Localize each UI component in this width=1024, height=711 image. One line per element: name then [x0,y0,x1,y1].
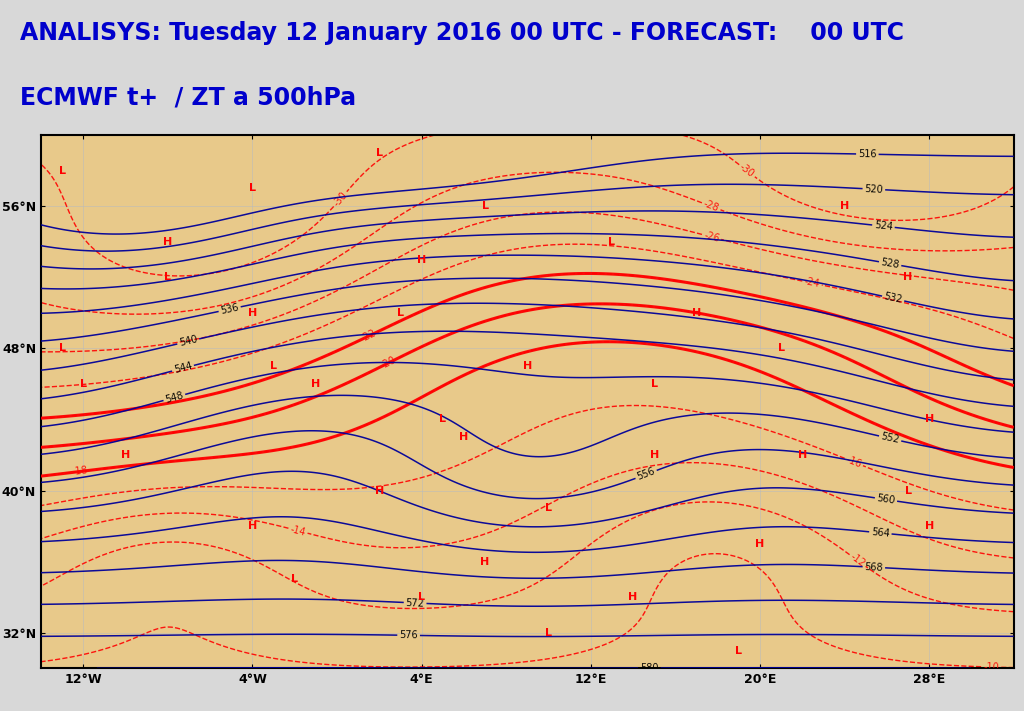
Text: 528: 528 [880,257,900,270]
Text: H: H [925,521,934,531]
Text: L: L [418,592,425,602]
Text: L: L [164,272,171,282]
Text: L: L [904,486,911,496]
Text: 580: 580 [640,663,658,673]
Text: 548: 548 [164,390,184,405]
Text: H: H [163,237,172,247]
Text: H: H [522,361,532,371]
Text: -26: -26 [702,230,721,244]
Text: L: L [777,343,784,353]
Text: 560: 560 [877,493,896,506]
Text: H: H [629,592,638,602]
Text: L: L [545,503,552,513]
Text: H: H [248,308,257,318]
Text: ECMWF t+  / ZT a 500hPa: ECMWF t+ / ZT a 500hPa [20,85,356,109]
Text: -20: -20 [379,355,398,371]
Text: H: H [840,201,849,211]
Text: H: H [692,308,701,318]
Text: H: H [248,521,257,531]
Text: 572: 572 [406,597,425,609]
Text: L: L [481,201,488,211]
Text: L: L [249,183,256,193]
Text: H: H [649,450,658,460]
Text: 576: 576 [399,630,418,641]
Text: 536: 536 [219,302,240,316]
Text: 552: 552 [880,432,900,445]
Text: L: L [439,415,446,424]
Text: 556: 556 [636,466,656,482]
Text: 564: 564 [870,527,890,539]
Text: H: H [925,415,934,424]
Text: H: H [121,450,130,460]
Text: L: L [270,361,278,371]
Text: L: L [376,148,383,158]
Text: -24: -24 [803,277,821,289]
Text: L: L [650,379,657,389]
Text: -16: -16 [845,454,863,469]
Text: H: H [417,255,426,264]
Text: L: L [735,646,742,656]
Text: ANALISYS: Tuesday 12 January 2016 00 UTC - FORECAST:    00 UTC: ANALISYS: Tuesday 12 January 2016 00 UTC… [20,21,904,46]
Text: 544: 544 [173,361,194,375]
Text: 524: 524 [873,220,893,232]
Text: L: L [58,343,66,353]
Text: -30: -30 [737,162,757,180]
Text: L: L [291,574,298,584]
Text: 540: 540 [178,334,199,348]
Text: L: L [58,166,66,176]
Text: H: H [903,272,912,282]
Text: H: H [480,557,489,567]
Text: -28: -28 [702,199,720,214]
Text: -10: -10 [983,662,999,673]
Text: -22: -22 [359,328,378,344]
Text: L: L [608,237,615,247]
Text: 516: 516 [858,149,877,159]
Text: -14: -14 [289,524,307,538]
Text: L: L [397,308,404,318]
Text: 532: 532 [883,292,903,306]
Text: H: H [311,379,321,389]
Text: -18: -18 [72,466,88,477]
Text: -12: -12 [848,552,867,570]
Text: 568: 568 [864,562,884,572]
Text: H: H [798,450,807,460]
Text: 520: 520 [864,183,884,195]
Text: H: H [375,486,384,496]
Text: H: H [460,432,469,442]
Text: L: L [545,628,552,638]
Text: H: H [756,539,765,549]
Text: -30: -30 [332,190,349,208]
Text: L: L [80,379,87,389]
